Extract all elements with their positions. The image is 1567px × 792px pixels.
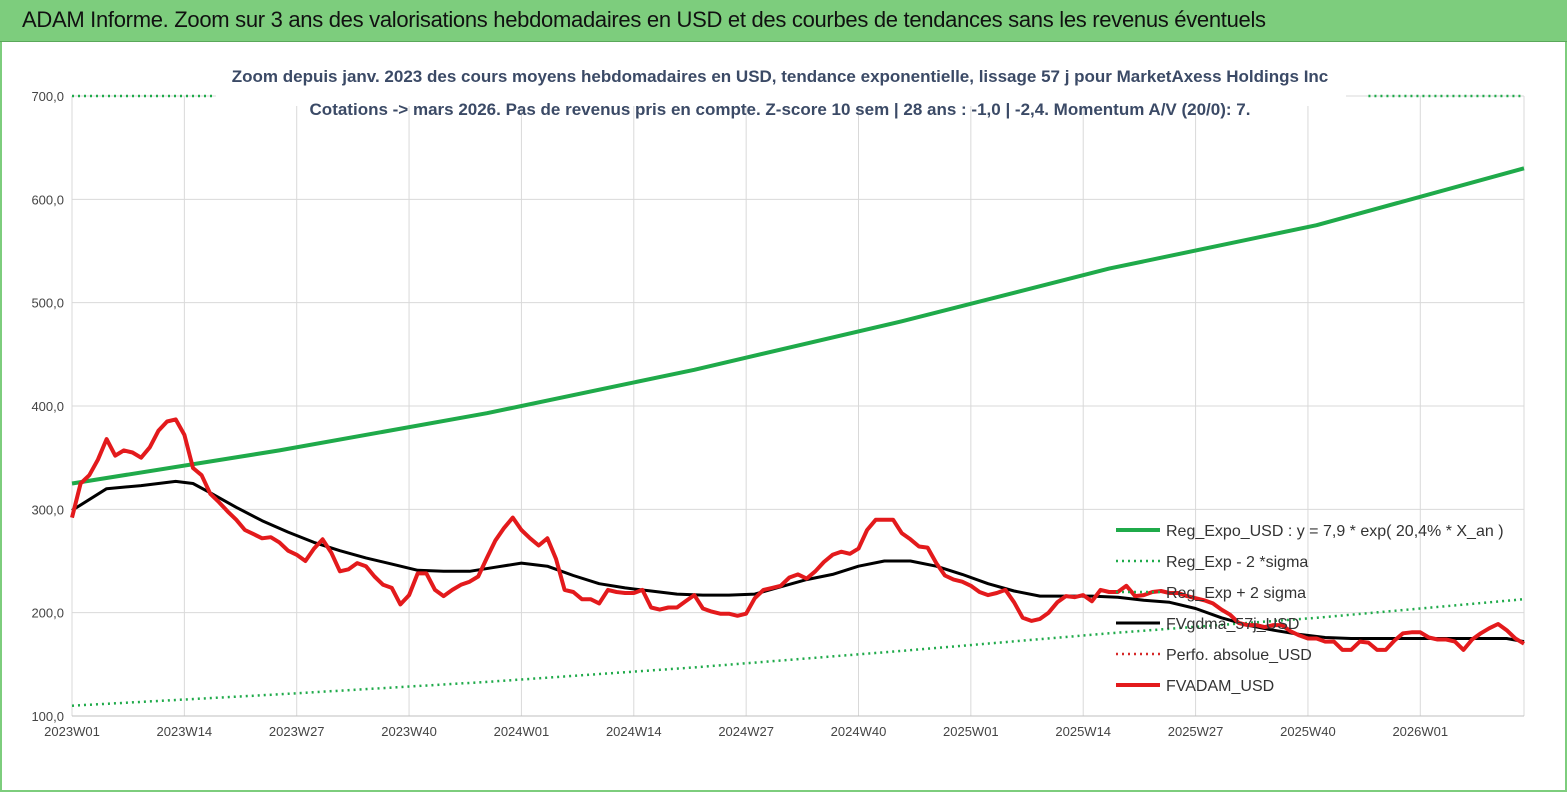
x-tick-label: 2025W40	[1280, 724, 1336, 739]
x-tick-label: 2024W27	[718, 724, 774, 739]
series-reg-exp-2-sigma	[71, 597, 1525, 707]
header-bar: ADAM Informe. Zoom sur 3 ans des valoris…	[0, 0, 1567, 42]
legend-label: Reg_Expo_USD : y = 7,9 * exp( 20,4% * X_…	[1166, 523, 1504, 540]
legend-label: FVADAM_USD	[1166, 678, 1274, 695]
grid-layer	[71, 95, 1525, 716]
legend-label: Reg_Exp + 2 sigma	[1166, 585, 1306, 602]
chart-title-line2: Cotations -> mars 2026. Pas de revenus p…	[310, 100, 1251, 119]
line-chart: 100,0 200,0 300,0 400,0 500,0 600,0 700,0 2023W…	[31, 42, 1526, 739]
x-tick-label: 2024W40	[831, 724, 887, 739]
legend: Reg_Expo_USD : y = 7,9 * exp( 20,4% * X_…	[1116, 523, 1504, 695]
x-tick-label: 2025W27	[1168, 724, 1224, 739]
x-tick-label: 2024W01	[494, 724, 550, 739]
x-tick-label: 2026W01	[1392, 724, 1448, 739]
series-reg-expo-usd-y-7-9-exp-20-4-x-an	[71, 166, 1525, 486]
x-tick-label: 2024W14	[606, 724, 662, 739]
x-tick-label: 2023W01	[44, 724, 100, 739]
x-tick-label: 2025W01	[943, 724, 999, 739]
series-fvadam-usd	[70, 417, 1526, 652]
title-background	[216, 42, 1346, 106]
y-tick-label: 600,0	[31, 192, 64, 207]
x-tick-label: 2023W40	[381, 724, 437, 739]
axis-layer: 100,0 200,0 300,0 400,0 500,0 600,0 700,0 2023W…	[31, 89, 1524, 739]
y-tick-label: 500,0	[31, 296, 64, 311]
y-tick-label: 100,0	[31, 709, 64, 724]
x-tick-label: 2023W27	[269, 724, 325, 739]
legend-label: FVgdma_57j_USD	[1166, 616, 1299, 633]
chart-title-line1: Zoom depuis janv. 2023 des cours moyens …	[232, 67, 1329, 86]
legend-label: Reg_Exp - 2 *sigma	[1166, 554, 1308, 571]
y-tick-label: 400,0	[31, 399, 64, 414]
header-title: ADAM Informe. Zoom sur 3 ans des valoris…	[22, 7, 1266, 32]
y-tick-label: 700,0	[31, 89, 64, 104]
x-tick-label: 2023W14	[157, 724, 213, 739]
y-tick-label: 200,0	[31, 606, 64, 621]
series-layer	[70, 94, 1526, 707]
legend-label: Perfo. absolue_USD	[1166, 647, 1312, 664]
y-tick-label: 300,0	[31, 502, 64, 517]
x-tick-label: 2025W14	[1055, 724, 1111, 739]
chart-frame	[0, 42, 1567, 792]
